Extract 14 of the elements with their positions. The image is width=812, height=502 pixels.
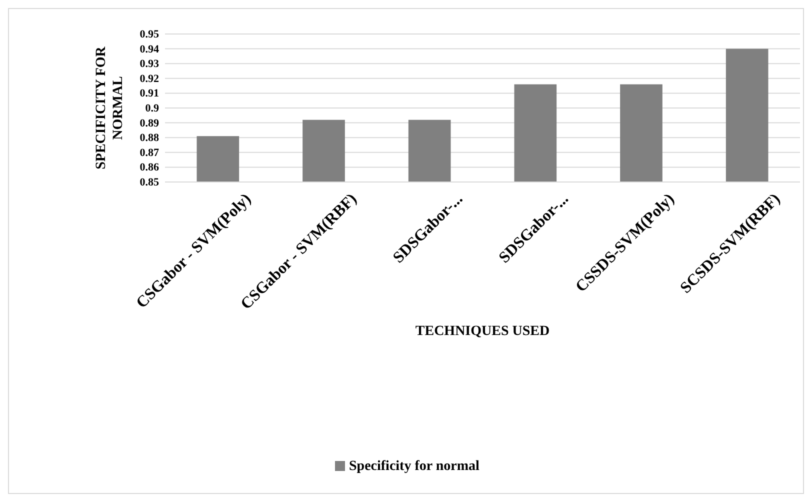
y-tick-label: 0.91 <box>140 88 159 100</box>
y-tick-label: 0.89 <box>140 117 160 130</box>
y-axis-title: SPECIFICITY FOR NORMAL <box>94 46 126 170</box>
y-tick-label: 0.94 <box>140 43 160 56</box>
x-axis-title: TECHNIQUES USED <box>415 324 550 339</box>
y-tick-label: 0.86 <box>140 162 160 174</box>
y-tick-label: 0.88 <box>140 132 160 144</box>
y-tick-label: 0.93 <box>140 58 160 70</box>
legend-label: Specificity for normal <box>349 459 480 474</box>
y-tick-label: 0.87 <box>140 146 160 159</box>
y-tick-label: 0.9 <box>145 102 160 115</box>
y-tick-label: 0.85 <box>140 176 160 189</box>
y-tick-label: 0.92 <box>140 72 160 85</box>
y-tick-label: 0.95 <box>140 28 160 41</box>
